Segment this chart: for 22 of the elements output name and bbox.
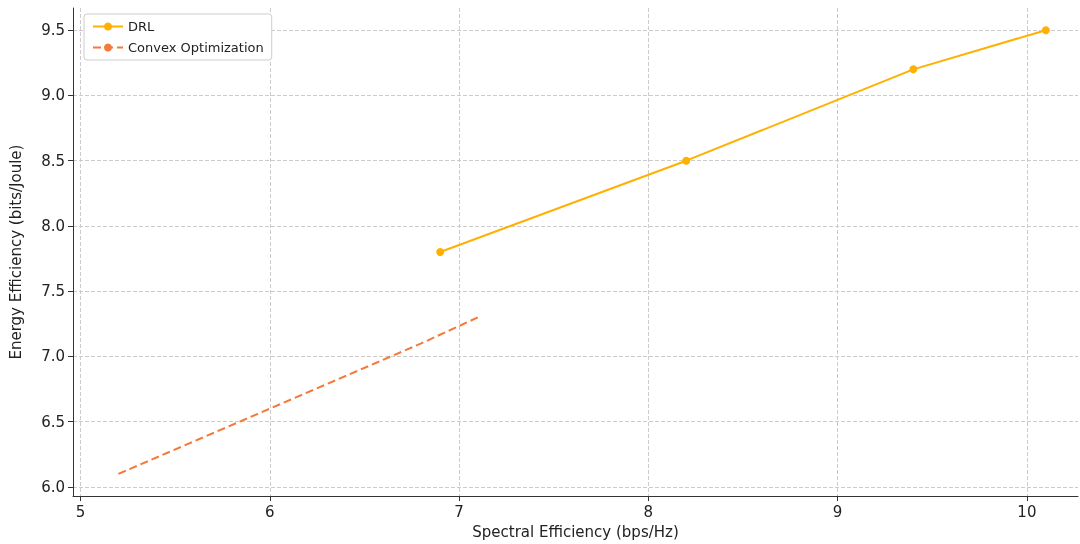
x-axis-title: Spectral Efficiency (bps/Hz) bbox=[472, 522, 679, 541]
point bbox=[436, 248, 445, 257]
x-tick-label: 9 bbox=[832, 502, 843, 521]
x-tick-label: 8 bbox=[643, 502, 654, 521]
y-tick-label: 7.5 bbox=[41, 282, 65, 301]
x-tick-label: 10 bbox=[1017, 502, 1037, 521]
y-tick-label: 8.0 bbox=[41, 216, 65, 235]
x-tick-label: 6 bbox=[265, 502, 275, 521]
point bbox=[682, 156, 691, 165]
y-tick-label: 9.0 bbox=[41, 86, 65, 105]
point bbox=[909, 65, 918, 74]
y-axis-title: Energy Efficiency (bits/Joule) bbox=[6, 144, 25, 360]
y-tick-label: 9.5 bbox=[41, 21, 65, 40]
y-tick-label: 6.5 bbox=[41, 412, 65, 431]
y-tick-label: 6.0 bbox=[41, 477, 65, 496]
y-tick-label: 8.5 bbox=[41, 151, 65, 170]
legend-label: DRL bbox=[128, 19, 156, 34]
point bbox=[1041, 26, 1050, 35]
x-tick-label: 7 bbox=[454, 502, 464, 521]
x-tick-label: 5 bbox=[75, 502, 86, 521]
legend-label: Convex Optimization bbox=[128, 40, 264, 55]
y-tick-label: 7.0 bbox=[41, 347, 65, 366]
